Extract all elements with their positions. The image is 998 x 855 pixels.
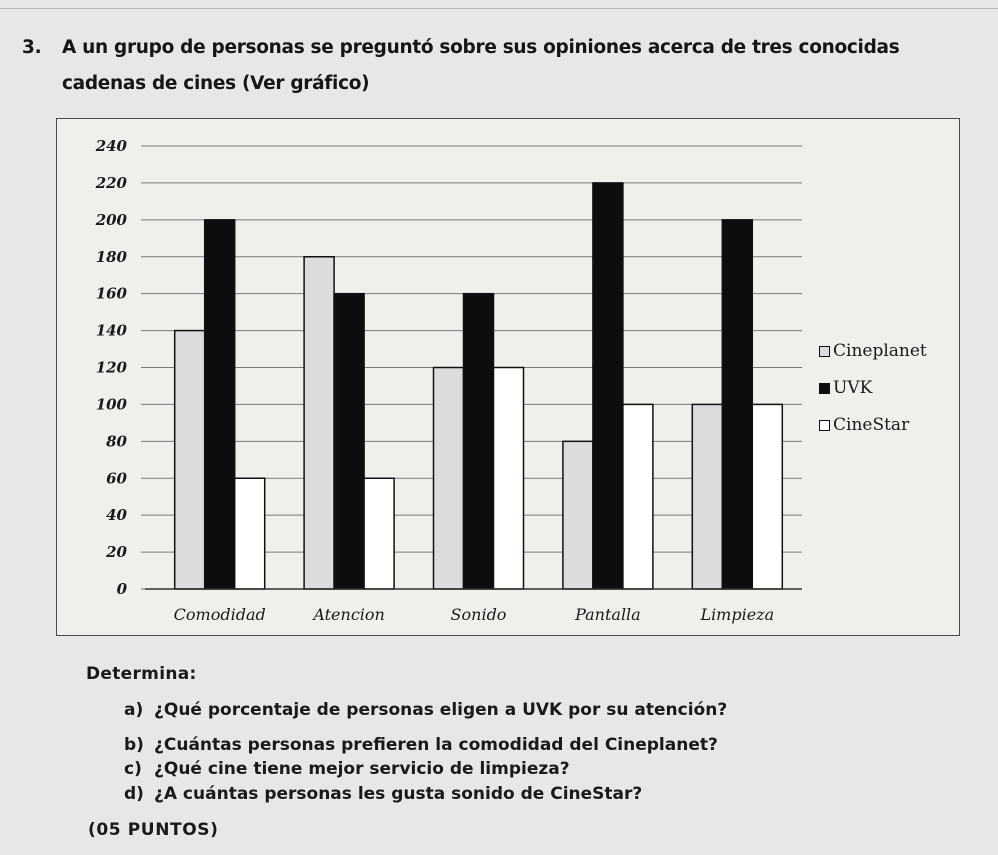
task-item: c) ¿Qué cine tiene mejor servicio de limp…: [124, 759, 570, 779]
bar-uvk-atencion: [333, 292, 365, 590]
question-number: 3.: [22, 37, 42, 58]
bar-cineplanet-atencion: [303, 256, 335, 590]
legend-item-cinestar: CineStar: [819, 415, 909, 435]
bar-cineplanet-pantalla: [562, 440, 594, 590]
legend-swatch: [819, 419, 830, 431]
legend-label: UVK: [833, 378, 873, 398]
x-category-label: Sonido: [451, 605, 507, 624]
question-text: A un grupo de personas se preguntó sobre…: [62, 37, 900, 94]
legend-swatch: [819, 345, 830, 357]
bar-cineplanet-limpieza: [691, 403, 724, 590]
bar-uvk-sonido: [462, 292, 495, 590]
bar-cineplanet-sonido: [432, 366, 465, 590]
task-item-label: d): [124, 783, 144, 804]
y-tick-label: 80: [106, 432, 127, 450]
task-item-text: ¿Cuántas personas prefieren la comodidad…: [154, 734, 718, 755]
bar-cinestar-sonido: [492, 366, 525, 590]
bar-cinestar-atencion: [363, 477, 395, 590]
points-label: (05 PUNTOS): [88, 820, 219, 840]
bar-cinestar-limpieza: [751, 403, 784, 590]
bar-cinestar-pantalla: [622, 403, 654, 590]
x-category-label: Atencion: [311, 605, 385, 624]
task-item-text: ¿Qué porcentaje de personas eligen a UVK…: [154, 700, 728, 720]
task-item: b) ¿Cuántas personas prefieren la comodid…: [124, 735, 718, 755]
task-item-label: a): [124, 700, 144, 720]
y-tick-label: 20: [105, 543, 127, 561]
y-tick-label: 100: [96, 395, 128, 413]
bar-uvk-comodidad: [203, 219, 236, 590]
tasks-heading: Determina:: [86, 664, 197, 684]
bar-chart: 0 20 40 60 80 100 120 140 160 180 200 220 240 Comodid…: [95, 137, 802, 624]
bar-uvk-limpieza: [721, 219, 754, 590]
bar-cineplanet-comodidad: [173, 329, 206, 590]
y-tick-label: 0: [117, 580, 128, 598]
x-category-label: Limpieza: [699, 605, 774, 624]
task-item: d) ¿A cuántas personas les gusta sonido d…: [124, 784, 642, 804]
y-tick-label: 220: [95, 174, 128, 192]
legend-swatch: [819, 382, 830, 394]
task-item-text: ¿A cuántas personas les gusta sonido de …: [154, 783, 643, 804]
page-divider: [0, 8, 998, 9]
x-category-label: Comodidad: [174, 605, 266, 624]
bar-cinestar-comodidad: [233, 477, 266, 590]
legend-item-cineplanet: Cineplanet: [819, 341, 927, 361]
y-tick-label: 120: [96, 359, 128, 377]
bar-uvk-pantalla: [592, 182, 624, 590]
y-tick-label: 140: [96, 322, 128, 340]
y-tick-label: 240: [95, 137, 128, 155]
y-tick-label: 60: [106, 469, 127, 487]
task-item-label: c): [124, 759, 142, 779]
task-item: a) ¿Qué porcentaje de personas eligen a U…: [124, 700, 727, 720]
y-tick-label: 40: [106, 506, 127, 524]
task-item-label: b): [124, 734, 144, 755]
task-item-text: ¿Qué cine tiene mejor servicio de limpie…: [154, 759, 570, 779]
y-tick-label: 200: [95, 211, 128, 229]
x-category-label: Pantalla: [574, 605, 641, 624]
legend-label: CineStar: [833, 415, 910, 435]
chart-frame: 0 20 40 60 80 100 120 140 160 180 200 220 240 Comodid…: [56, 118, 960, 636]
y-tick-label: 180: [96, 248, 128, 266]
legend-label: Cineplanet: [833, 341, 927, 361]
legend-item-uvk: UVK: [819, 378, 872, 398]
y-tick-label: 160: [96, 285, 128, 303]
